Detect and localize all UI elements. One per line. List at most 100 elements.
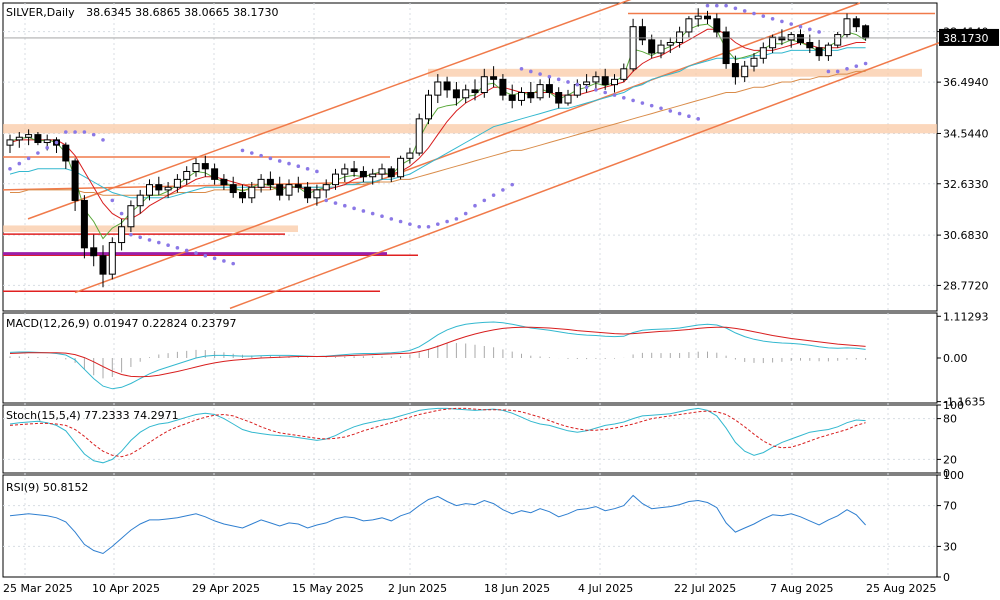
date-tick-label: 15 May 2025 (292, 582, 364, 595)
stoch-tick-label: 20 (943, 453, 957, 466)
candle-body (25, 134, 33, 138)
candle (378, 163, 386, 180)
channel-upper-line (27, 0, 632, 220)
candle (490, 66, 498, 88)
candle-body (648, 39, 656, 54)
psar-dot (668, 109, 673, 113)
candle (704, 10, 711, 25)
candle (266, 171, 274, 190)
candle (545, 76, 553, 98)
candle (592, 71, 600, 90)
candle-body (527, 92, 535, 99)
candle (499, 74, 507, 101)
candle-body (6, 139, 14, 146)
price-tick-label: 34.5440 (943, 127, 989, 140)
psar-dot (361, 209, 366, 213)
stochastic-indicator (3, 407, 937, 464)
candle-body (741, 65, 749, 78)
psar-dot (696, 117, 700, 121)
psar-dot (687, 114, 691, 118)
rsi-tick-label: 100 (943, 469, 964, 482)
candle (834, 31, 842, 48)
candle-body (685, 18, 693, 33)
candle (471, 79, 479, 101)
trend-channel-lines (2, 0, 941, 310)
psar-dot (157, 240, 161, 245)
candle (164, 182, 172, 198)
psar-dot (194, 251, 198, 255)
psar-dot (166, 243, 170, 247)
stoch-tick-label: 0 (943, 467, 950, 480)
candlestick-series (6, 8, 870, 288)
candle-body (620, 68, 628, 80)
candle-body (99, 255, 107, 275)
candle (713, 13, 721, 38)
candle-body (15, 136, 23, 141)
candle-body (583, 81, 591, 86)
candle (53, 137, 60, 154)
candle (341, 163, 349, 183)
candle-body (704, 15, 711, 20)
candle (211, 163, 219, 185)
psar-dot (175, 246, 180, 250)
candle-body (722, 31, 730, 65)
psar-dot (259, 153, 263, 158)
candle (276, 176, 284, 201)
price-badge: 38.1730 (943, 32, 989, 45)
macd-tick-label: -1.1635 (943, 396, 985, 409)
psar-dot (538, 72, 542, 76)
candle-body (778, 36, 786, 41)
candle-body (638, 26, 646, 41)
candle-body (304, 186, 312, 199)
psar-dot (752, 11, 756, 16)
candle-body (71, 160, 79, 201)
candle-body (229, 184, 237, 194)
candle-body (108, 242, 116, 275)
candle-body (499, 78, 507, 96)
candle-body (518, 92, 525, 101)
candle-body (183, 170, 191, 180)
ohlc-readout: 38.6345 38.6865 38.0665 38.1730 (86, 6, 278, 19)
candle-body (852, 18, 860, 28)
candle-body (211, 168, 219, 180)
candle-body (239, 192, 246, 199)
psar-dot (649, 103, 654, 108)
psar-dot (147, 238, 152, 242)
price-tick-label: 32.6330 (943, 178, 989, 191)
psar-dot (817, 30, 821, 34)
candle (99, 245, 107, 288)
price-tick-label: 36.4940 (943, 76, 989, 89)
date-tick-label: 25 Mar 2025 (3, 582, 73, 595)
candle-body (434, 81, 442, 96)
candle (620, 63, 628, 82)
candle (229, 176, 237, 198)
candle-body (266, 178, 274, 186)
date-tick-label: 2 Jun 2025 (388, 582, 447, 595)
candle (313, 184, 321, 206)
candle-body (322, 184, 330, 191)
macd-title: MACD(12,26,9) 0.01947 0.22824 0.23797 (6, 317, 237, 330)
date-tick-label: 7 Aug 2025 (770, 582, 833, 595)
support-resistance-zones (3, 12, 937, 293)
psar-dot (296, 164, 301, 169)
candle (415, 113, 423, 156)
psar-dot (64, 130, 68, 134)
psar-dot (73, 130, 77, 134)
candle-body (601, 76, 609, 86)
candle-body (257, 178, 265, 188)
candle-body (480, 76, 488, 94)
candle (759, 42, 767, 64)
candle (462, 84, 470, 104)
candle (731, 55, 739, 85)
psar-dot (101, 138, 105, 142)
candle (425, 89, 432, 125)
stoch-signal-line (9, 407, 866, 458)
psar-dot (203, 253, 208, 258)
candle-body (164, 186, 172, 191)
candle-body (34, 134, 42, 144)
candle-body (173, 178, 181, 188)
candle (201, 155, 209, 177)
psar-dot (584, 85, 589, 90)
candle-body (490, 76, 498, 80)
